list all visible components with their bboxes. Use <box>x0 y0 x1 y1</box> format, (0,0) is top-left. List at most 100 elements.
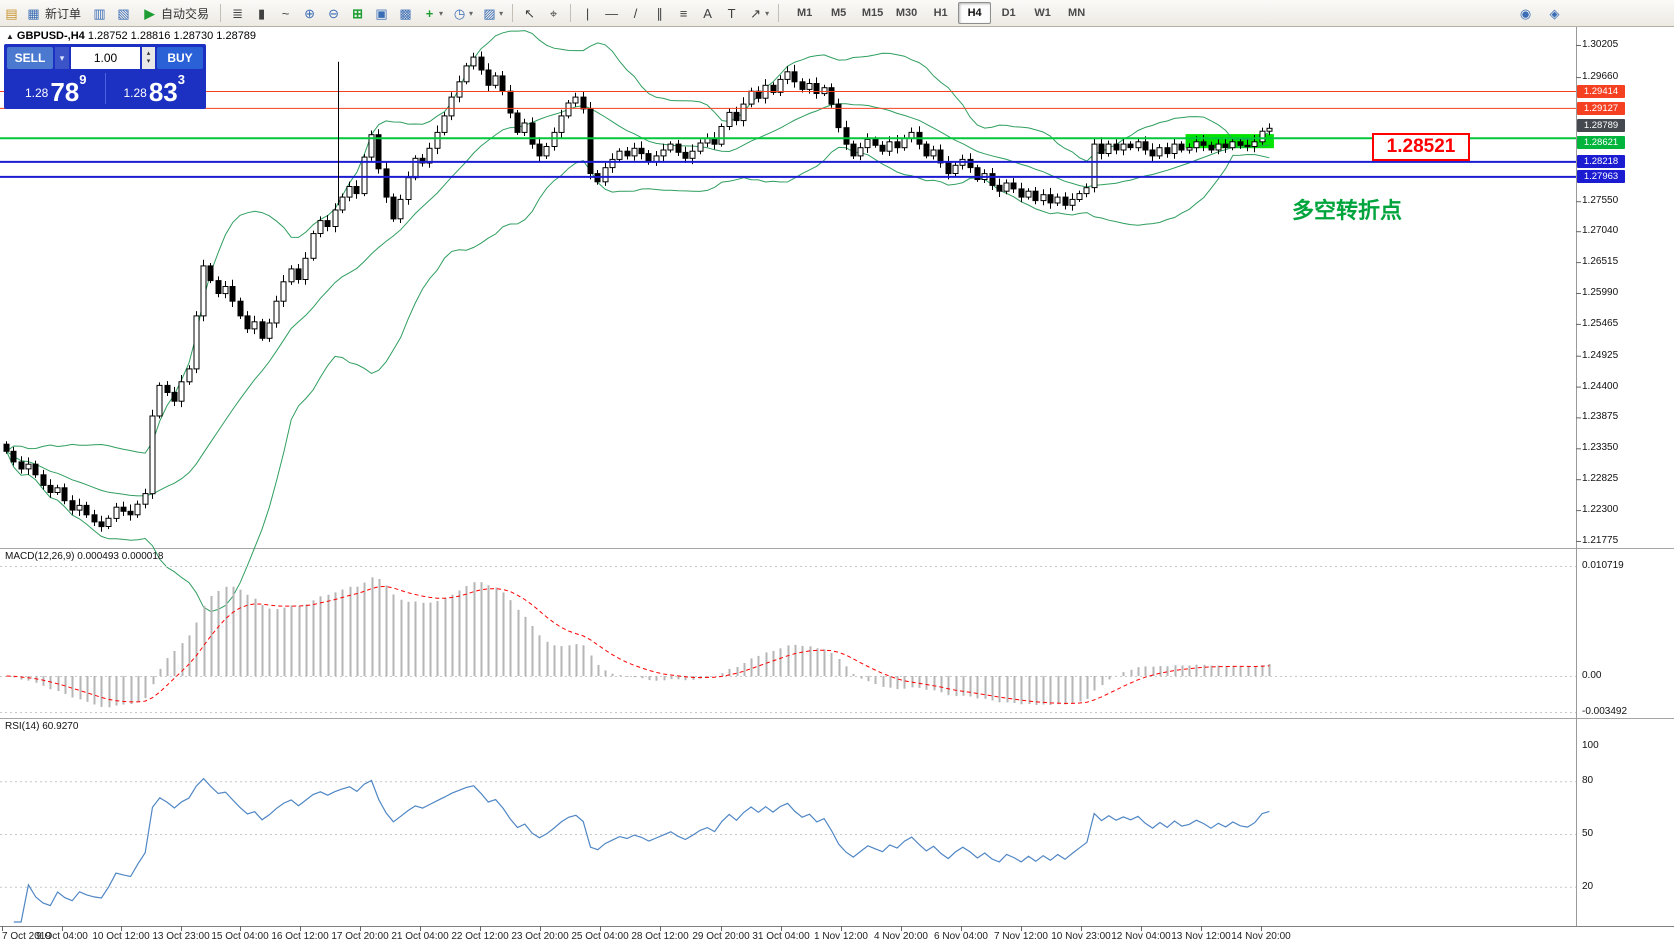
crosshair-icon: ⌖ <box>549 5 558 21</box>
zoom-out-button[interactable]: ⊖ <box>322 2 345 25</box>
data-window-button[interactable]: ▧ <box>112 2 135 25</box>
main-toolbar: ▤ ▦ 新订单 ▥ ▧ ▶ 自动交易 ≣ ▮ ~ ⊕ ⊖ <box>0 0 1674 27</box>
time-axis-label: 15 Oct 04:00 <box>211 931 269 942</box>
candle <box>894 141 901 149</box>
trendline-tool-button[interactable]: / <box>624 2 647 25</box>
sell-button[interactable]: SELL <box>7 47 53 69</box>
bid-price-big: 78 <box>50 76 80 107</box>
new-chart-button[interactable]: ▣ <box>370 2 393 25</box>
chart-profile-button[interactable]: ▥ <box>88 2 111 25</box>
candle <box>375 134 382 170</box>
candle <box>1142 141 1149 151</box>
chart-note-text[interactable]: 多空转折点 <box>1292 198 1403 223</box>
candle <box>302 257 309 281</box>
candle <box>967 158 974 169</box>
chart-region[interactable]: ▲ GBPUSD-,H4 1.28752 1.28816 1.28730 1.28… <box>0 27 1674 948</box>
candle <box>1178 143 1185 151</box>
channel-tool-button[interactable]: ∥ <box>648 2 671 25</box>
candle <box>536 143 543 157</box>
templates-button[interactable]: ▨ ▾ <box>478 2 507 25</box>
search-button[interactable]: ◉ <box>1514 2 1537 25</box>
candle <box>1105 143 1112 154</box>
candle <box>616 150 623 160</box>
candle <box>1171 143 1178 154</box>
candlestick-chart-icon: ▮ <box>257 5 266 21</box>
help-button[interactable]: ◈ <box>1543 2 1566 25</box>
channel-icon: ∥ <box>656 5 663 21</box>
data-window-icon: ▧ <box>117 5 130 21</box>
candle <box>405 177 412 200</box>
text-tool-button[interactable]: A <box>696 2 719 25</box>
bar-chart-button[interactable]: ≣ <box>226 2 249 25</box>
timeframe-m15[interactable]: M15 <box>861 7 884 19</box>
candle <box>215 280 222 295</box>
vertical-line-tool-button[interactable]: | <box>576 2 599 25</box>
time-axis-label: 16 Oct 12:00 <box>271 931 329 942</box>
candle <box>806 83 813 90</box>
candle <box>40 474 47 486</box>
candle <box>1127 143 1134 149</box>
candlestick-chart-button[interactable]: ▮ <box>250 2 273 25</box>
toolbar-separator <box>778 4 780 22</box>
zoom-in-button[interactable]: ⊕ <box>298 2 321 25</box>
rsi-panel <box>0 777 1576 923</box>
toolbar-separator <box>512 4 514 22</box>
candle <box>989 173 996 186</box>
rsi-indicator-label: RSI(14) 60.9270 <box>5 721 79 732</box>
candle <box>1076 193 1083 201</box>
candle <box>923 143 930 157</box>
candle <box>478 56 485 71</box>
price-axis-label: 1.23875 <box>1582 411 1619 423</box>
horizontal-line-tool-button[interactable]: — <box>600 2 623 25</box>
candle <box>784 71 791 80</box>
candle <box>1054 196 1061 204</box>
volume-input[interactable]: 1.00 <box>71 47 140 69</box>
timeframe-m5[interactable]: M5 <box>830 7 847 19</box>
time-axis-label: 23 Oct 20:00 <box>511 931 569 942</box>
arrange-windows-button[interactable]: ▩ <box>394 2 417 25</box>
tile-windows-button[interactable]: ⊞ <box>346 2 369 25</box>
buy-button[interactable]: BUY <box>157 47 203 69</box>
chart-canvas[interactable] <box>0 27 1674 948</box>
candle <box>645 153 652 163</box>
chevron-down-icon: ▾ <box>439 8 444 18</box>
candle <box>76 504 83 511</box>
timeframe-m30[interactable]: M30 <box>895 7 918 19</box>
price-callout-label[interactable]: 1.28521 <box>1372 133 1470 161</box>
cursor-tool-button[interactable]: ↖ <box>518 2 541 25</box>
timeframe-h4[interactable]: H4 <box>958 2 992 24</box>
macd-axis-label: -0.003492 <box>1582 706 1628 717</box>
timeframe-w1[interactable]: W1 <box>1034 7 1051 19</box>
add-indicator-button[interactable]: + ▾ <box>418 2 447 25</box>
periods-button[interactable]: ◷ ▾ <box>448 2 477 25</box>
autotrading-play-icon: ▶ <box>144 5 155 21</box>
fibonacci-tool-button[interactable]: ≡ <box>672 2 695 25</box>
timeframe-mn[interactable]: MN <box>1068 7 1086 19</box>
new-order-button[interactable]: ▦ 新订单 <box>20 2 87 25</box>
candle <box>857 147 864 157</box>
arrow-tools-button[interactable]: ↗ ▾ <box>744 2 773 25</box>
candle <box>1164 147 1171 155</box>
price-axis-label: 1.24400 <box>1582 380 1619 392</box>
autotrading-label: 自动交易 <box>161 6 210 21</box>
candle <box>733 111 740 122</box>
time-axis-label: 17 Oct 20:00 <box>331 931 389 942</box>
time-axis-label: 10 Nov 23:00 <box>1051 931 1111 942</box>
candle <box>10 450 17 463</box>
timeframe-d1[interactable]: D1 <box>1001 7 1016 19</box>
timeframe-h1[interactable]: H1 <box>933 7 948 19</box>
price-axis-label: 1.24925 <box>1582 349 1619 361</box>
autotrading-button[interactable]: ▶ 自动交易 <box>136 2 215 25</box>
candle <box>1083 187 1090 195</box>
volume-dropdown[interactable]: ▾ <box>55 47 69 69</box>
crosshair-tool-button[interactable]: ⌖ <box>542 2 565 25</box>
candle <box>1229 141 1236 149</box>
chevron-down-icon: ▾ <box>499 8 504 18</box>
arrange-windows-icon: ▩ <box>399 5 412 21</box>
timeframe-m1[interactable]: M1 <box>796 7 813 19</box>
volume-stepper[interactable]: ▴ ▾ <box>142 47 155 69</box>
candle <box>259 321 266 339</box>
text-label-tool-button[interactable]: T <box>720 2 743 25</box>
line-chart-button[interactable]: ~ <box>274 2 297 25</box>
price-tag: 1.28789 <box>1577 118 1625 132</box>
